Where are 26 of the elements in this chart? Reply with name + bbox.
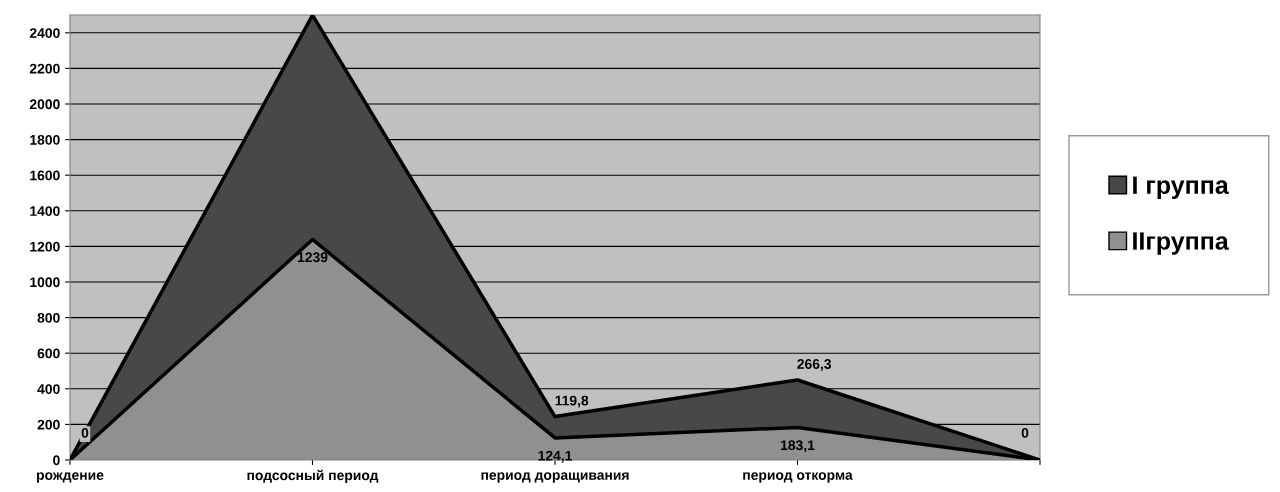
x-tick-label: рождение — [37, 472, 104, 483]
y-tick-label: 1200 — [30, 241, 60, 252]
y-tick-label: 0 — [53, 455, 60, 466]
y-tick-label: 2200 — [29, 63, 60, 74]
legend-label: I группа — [1133, 176, 1229, 199]
data-label: 119,8 — [555, 395, 589, 408]
y-tick-label: 2400 — [29, 28, 60, 38]
x-tick-label: период откорма — [743, 472, 853, 483]
x-tick-label: период доращивания — [481, 472, 629, 483]
y-tick-label: 400 — [37, 384, 60, 394]
data-label: 124,1 — [538, 450, 572, 463]
y-tick-label: 200 — [37, 419, 60, 430]
y-tick-label: 800 — [37, 312, 60, 323]
x-tick-label: подсосный период — [247, 469, 379, 483]
data-label: 183,1 — [781, 440, 815, 453]
y-tick-label: 1000 — [30, 277, 60, 288]
y-tick-label: 1600 — [30, 170, 60, 181]
data-label: 1239 — [297, 252, 328, 263]
y-tick-label: 1800 — [30, 134, 60, 145]
y-tick-label: 600 — [37, 348, 60, 359]
data-label: 0 — [81, 427, 89, 438]
y-tick-label: 1400 — [30, 206, 60, 216]
y-tick-label: 2000 — [29, 99, 60, 110]
data-label: 0 — [1021, 427, 1029, 438]
data-label: 266,3 — [797, 359, 832, 371]
legend-label: IIгруппа — [1133, 232, 1229, 255]
